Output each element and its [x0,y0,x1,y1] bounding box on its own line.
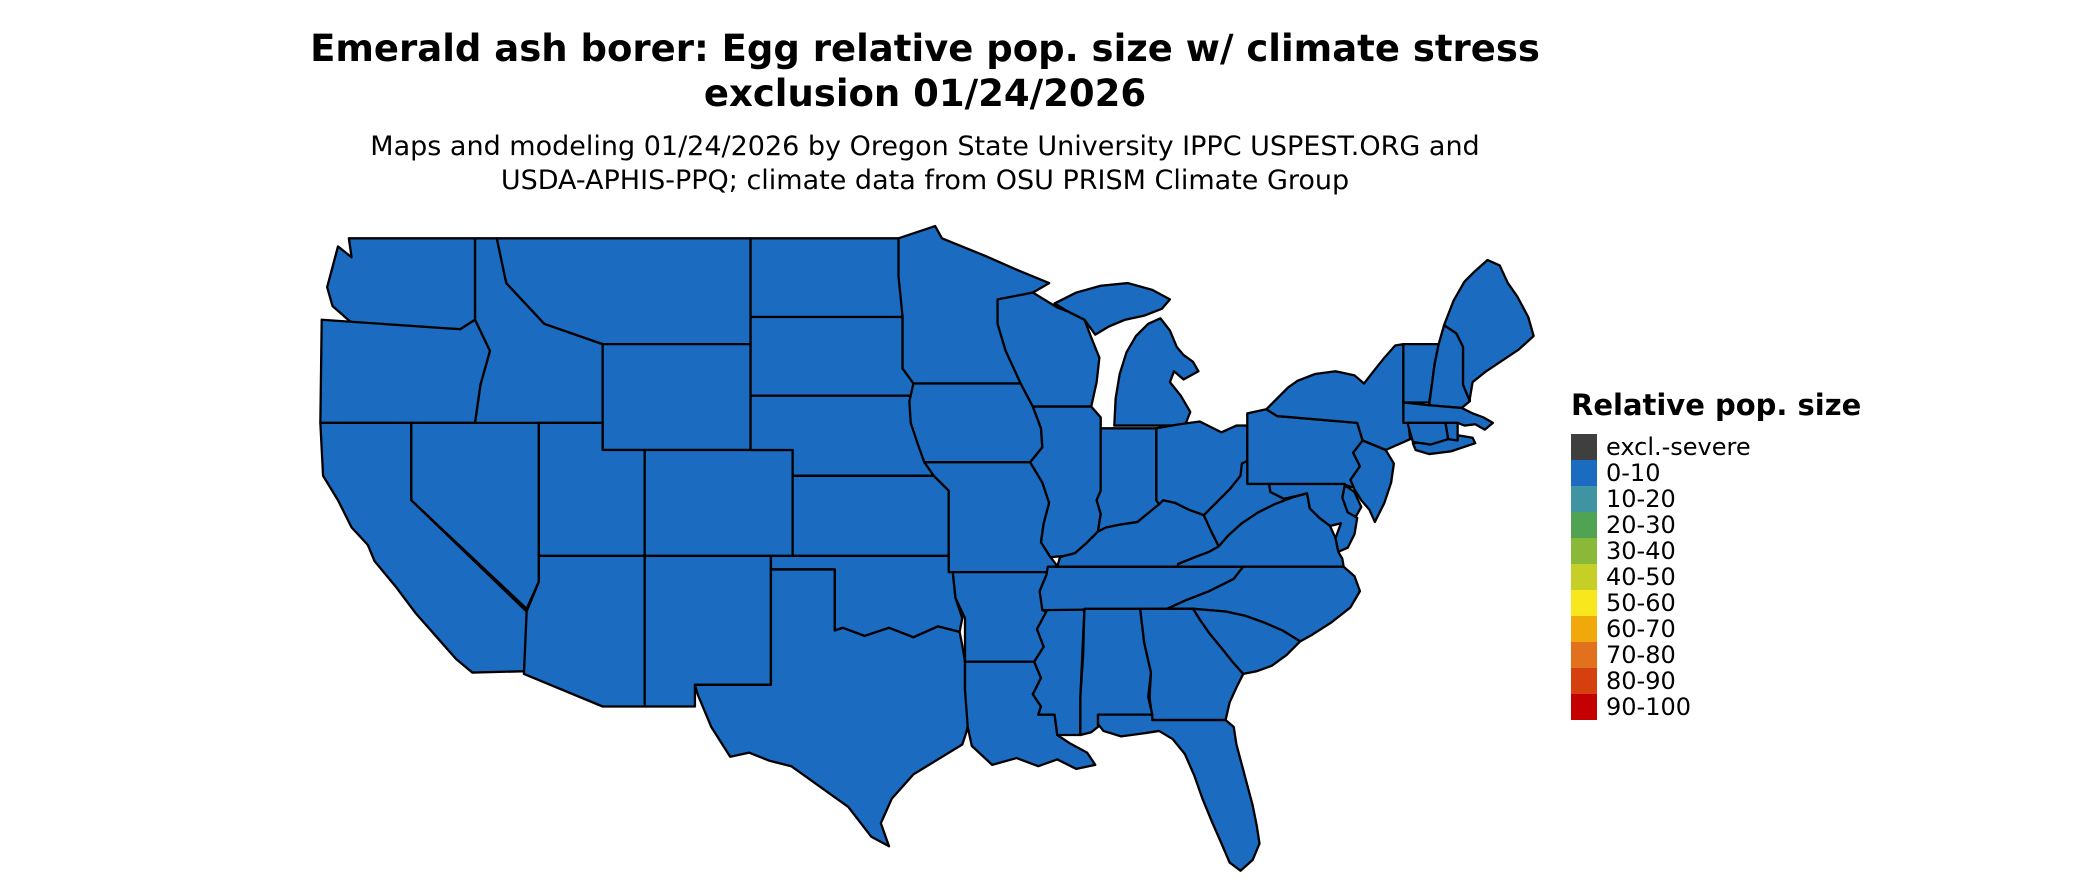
legend-title: Relative pop. size [1571,388,1862,422]
legend-swatch [1571,460,1597,486]
legend-entry: 40-50 [1571,563,1861,591]
legend-swatch [1571,668,1597,694]
state-nj [1349,439,1396,524]
legend-swatch [1571,486,1597,512]
state-sd [749,315,919,397]
legend-entry-label: 50-60 [1606,589,1676,617]
legend: Relative pop. size excl.-severe 0-10 10-20… [1571,388,1862,721]
state-wa [325,237,477,331]
state-ia [908,382,1044,464]
legend-swatch [1571,538,1597,564]
legend-swatch [1571,512,1597,538]
state-ct [1406,421,1450,446]
legend-entry: excl.-severe [1571,433,1861,461]
legend-entry-label: 90-100 [1606,693,1692,721]
state-fl [1096,713,1261,872]
us-choropleth-map [300,222,1535,887]
map-subtitle: Maps and modeling 01/24/2026 by Oregon S… [0,130,1850,198]
state-or [319,318,492,425]
legend-entry: 50-60 [1571,589,1861,617]
legend-entries: excl.-severe 0-10 10-20 20-30 30-40 40-50 50-6… [1571,433,1861,721]
header: Emerald ash borer: Egg relative pop. siz… [0,26,1850,198]
legend-entry: 70-80 [1571,641,1861,669]
map-title-line2: exclusion 01/24/2026 [703,72,1147,116]
legend-entry-label: 60-70 [1606,615,1676,643]
state-co [643,448,794,558]
state-me [1442,258,1535,403]
legend-swatch [1571,564,1597,590]
legend-entry-label: 10-20 [1606,485,1676,513]
legend-swatch [1571,434,1597,460]
map-title-line1: Emerald ash borer: Egg relative pop. siz… [310,27,1540,70]
legend-entry-label: 30-40 [1606,537,1676,565]
state-ar [951,570,1049,663]
legend-swatch [1571,616,1597,642]
state-wy [601,342,752,452]
state-mi-lower [1113,317,1200,427]
state-va [1176,492,1345,568]
legend-entry-label: 40-50 [1606,563,1676,591]
state-wi [996,291,1101,408]
legend-entry-label: 80-90 [1606,667,1676,695]
legend-entry: 30-40 [1571,537,1861,565]
state-nd [749,237,904,319]
legend-entry: 10-20 [1571,485,1861,513]
state-ks [791,474,950,558]
legend-entry: 0-10 [1571,459,1861,487]
legend-entry-label: 0-10 [1606,459,1661,487]
legend-entry: 80-90 [1571,667,1861,695]
state-mi-upper [1053,281,1172,336]
legend-entry: 60-70 [1571,615,1861,643]
us-map-svg [319,224,1535,872]
legend-swatch [1571,642,1597,668]
legend-swatch [1571,694,1597,720]
legend-entry: 90-100 [1571,693,1861,721]
map-subtitle-line1: Maps and modeling 01/24/2026 by Oregon S… [370,131,1480,163]
legend-entry-label: excl.-severe [1606,433,1751,461]
legend-entry-label: 70-80 [1606,641,1676,669]
legend-entry: 20-30 [1571,511,1861,539]
legend-entry-label: 20-30 [1606,511,1676,539]
legend-swatch [1571,590,1597,616]
state-tx [693,568,972,848]
state-az [522,554,646,708]
map-subtitle-line2: USDA-APHIS-PPQ; climate data from OSU PR… [500,165,1350,196]
